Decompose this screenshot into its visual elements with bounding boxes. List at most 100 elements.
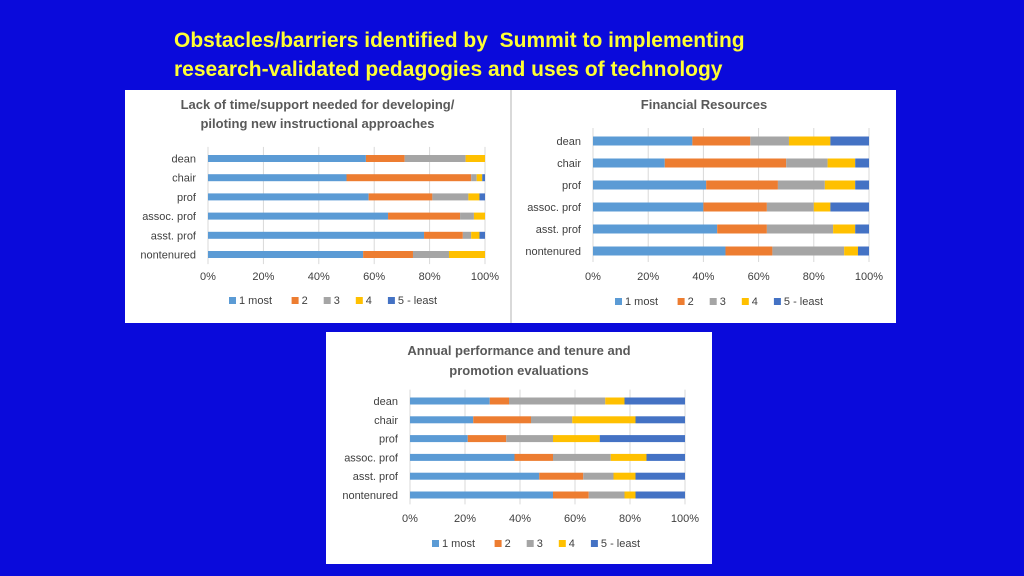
bar-nontenured-1-most [593, 246, 726, 256]
chart-title-line-1: Lack of time/support needed for developi… [181, 97, 455, 112]
bar-chair-2 [473, 416, 531, 424]
bar-prof-4 [468, 193, 480, 201]
legend-swatch-5-least [590, 540, 598, 547]
legend-swatch-5-least [773, 298, 781, 305]
bar-prof-3 [506, 435, 553, 443]
bar-prof-2 [467, 435, 507, 443]
x-tick-label: 60% [363, 271, 385, 283]
bar-dean-1-most [410, 397, 490, 405]
bar-prof-2 [706, 180, 778, 190]
bar-nontenured-2 [725, 246, 773, 256]
bar-dean-2 [692, 136, 751, 146]
bar-dean-4 [605, 397, 625, 405]
bar-asst-prof-5-least [855, 224, 869, 234]
bar-dean-3 [750, 136, 789, 146]
bar-chair-5-least [855, 158, 869, 168]
bar-dean-4 [788, 136, 831, 146]
legend-swatch-1-most [615, 298, 622, 305]
bar-assoc-prof-2 [514, 453, 553, 461]
bar-assoc-prof-5-least [830, 202, 869, 212]
bar-dean-2 [489, 397, 509, 405]
legend-swatch-3 [323, 297, 331, 304]
bar-asst-prof-3 [766, 224, 834, 234]
x-tick-label: 40% [308, 271, 330, 283]
x-tick-label: 60% [748, 271, 770, 283]
bar-chair-2 [346, 174, 472, 182]
legend-swatch-1-most [432, 540, 439, 547]
chart-financial-resources: Financial Resources dean chair prof assoc. p… [525, 97, 883, 308]
x-tick-label: 100% [671, 513, 699, 525]
bar-prof-5-least [855, 180, 869, 190]
bar-asst-prof-5-least [479, 231, 485, 239]
legend-label-4: 4 [569, 538, 575, 550]
legend-label-1-most: 1 most [625, 296, 658, 308]
category-label-nontenured: nontenured [525, 246, 581, 258]
category-label-prof: prof [177, 192, 197, 204]
bar-nontenured-3 [772, 246, 845, 256]
legend-label-4: 4 [752, 296, 758, 308]
bar-prof-5-least [599, 435, 685, 443]
legend-swatch-4 [741, 298, 749, 305]
bar-chair-4 [572, 416, 636, 424]
x-tick-label: 0% [585, 271, 601, 283]
x-tick-label: 0% [200, 271, 216, 283]
x-tick-label: 80% [419, 271, 441, 283]
legend-swatch-3 [526, 540, 534, 547]
legend-label-2: 2 [505, 538, 511, 550]
chart-title-line-2: piloting new instructional approaches [200, 116, 434, 131]
category-label-assoc-prof: assoc. prof [344, 452, 399, 464]
bar-nontenured-2 [553, 491, 589, 499]
bar-prof-4 [553, 435, 600, 443]
bar-nontenured-4 [624, 491, 636, 499]
bar-assoc-prof-1-most [208, 212, 389, 220]
legend-label-1-most: 1 most [239, 295, 272, 307]
bar-assoc-prof-2 [388, 212, 461, 220]
bar-chair-3 [531, 416, 573, 424]
bar-prof-2 [368, 193, 433, 201]
legend-label-5-least: 5 - least [398, 295, 437, 307]
bar-chair-3 [471, 174, 477, 182]
bar-asst-prof-2 [539, 472, 584, 480]
x-tick-label: 60% [564, 513, 586, 525]
category-label-asst-prof: asst. prof [536, 224, 582, 236]
x-tick-label: 40% [692, 271, 714, 283]
chart-panel-annual-performance: Annual performance and tenure and promoti… [326, 332, 712, 564]
bar-prof-1-most [593, 180, 707, 190]
bar-chair-5-least [635, 416, 685, 424]
bar-nontenured-4 [844, 246, 858, 256]
bar-assoc-prof-1-most [410, 453, 515, 461]
bar-asst-prof-2 [717, 224, 767, 234]
bar-asst-prof-1-most [410, 472, 540, 480]
chart-lack-of-time: Lack of time/support needed for developi… [140, 97, 499, 307]
x-tick-label: 20% [637, 271, 659, 283]
slide-title-line-2: research-validated pedagogies and uses o… [174, 58, 723, 81]
x-tick-label: 20% [454, 513, 476, 525]
category-label-dean: dean [172, 154, 196, 166]
x-tick-label: 20% [252, 271, 274, 283]
chart-panel-financial-resources: Financial Resources dean chair prof assoc. p… [512, 90, 896, 323]
x-tick-label: 100% [471, 271, 499, 283]
bar-chair-1-most [593, 158, 665, 168]
bar-chair-1-most [208, 174, 347, 182]
category-label-assoc-prof: assoc. prof [142, 211, 197, 223]
bar-chair-1-most [410, 416, 474, 424]
bar-nontenured-5-least [857, 246, 869, 256]
legend-swatch-4 [355, 297, 363, 304]
bar-assoc-prof-4 [813, 202, 831, 212]
legend-label-2: 2 [688, 296, 694, 308]
bar-assoc-prof-4 [473, 212, 485, 220]
bar-prof-3 [777, 180, 825, 190]
legend-label-3: 3 [720, 296, 726, 308]
bar-nontenured-3 [412, 251, 449, 258]
chart-title-line-1: Annual performance and tenure and [407, 343, 630, 358]
bar-asst-prof-2 [424, 231, 463, 239]
bar-prof-3 [432, 193, 469, 201]
bar-assoc-prof-3 [553, 453, 611, 461]
category-label-asst-prof: asst. prof [353, 471, 399, 483]
category-label-assoc-prof: assoc. prof [527, 202, 582, 214]
category-label-nontenured: nontenured [140, 250, 196, 262]
bar-chair-5-least [482, 174, 485, 182]
bar-asst-prof-1-most [208, 231, 425, 239]
chart-panel-lack-of-time: Lack of time/support needed for developi… [125, 90, 510, 323]
legend-swatch-4 [558, 540, 566, 547]
